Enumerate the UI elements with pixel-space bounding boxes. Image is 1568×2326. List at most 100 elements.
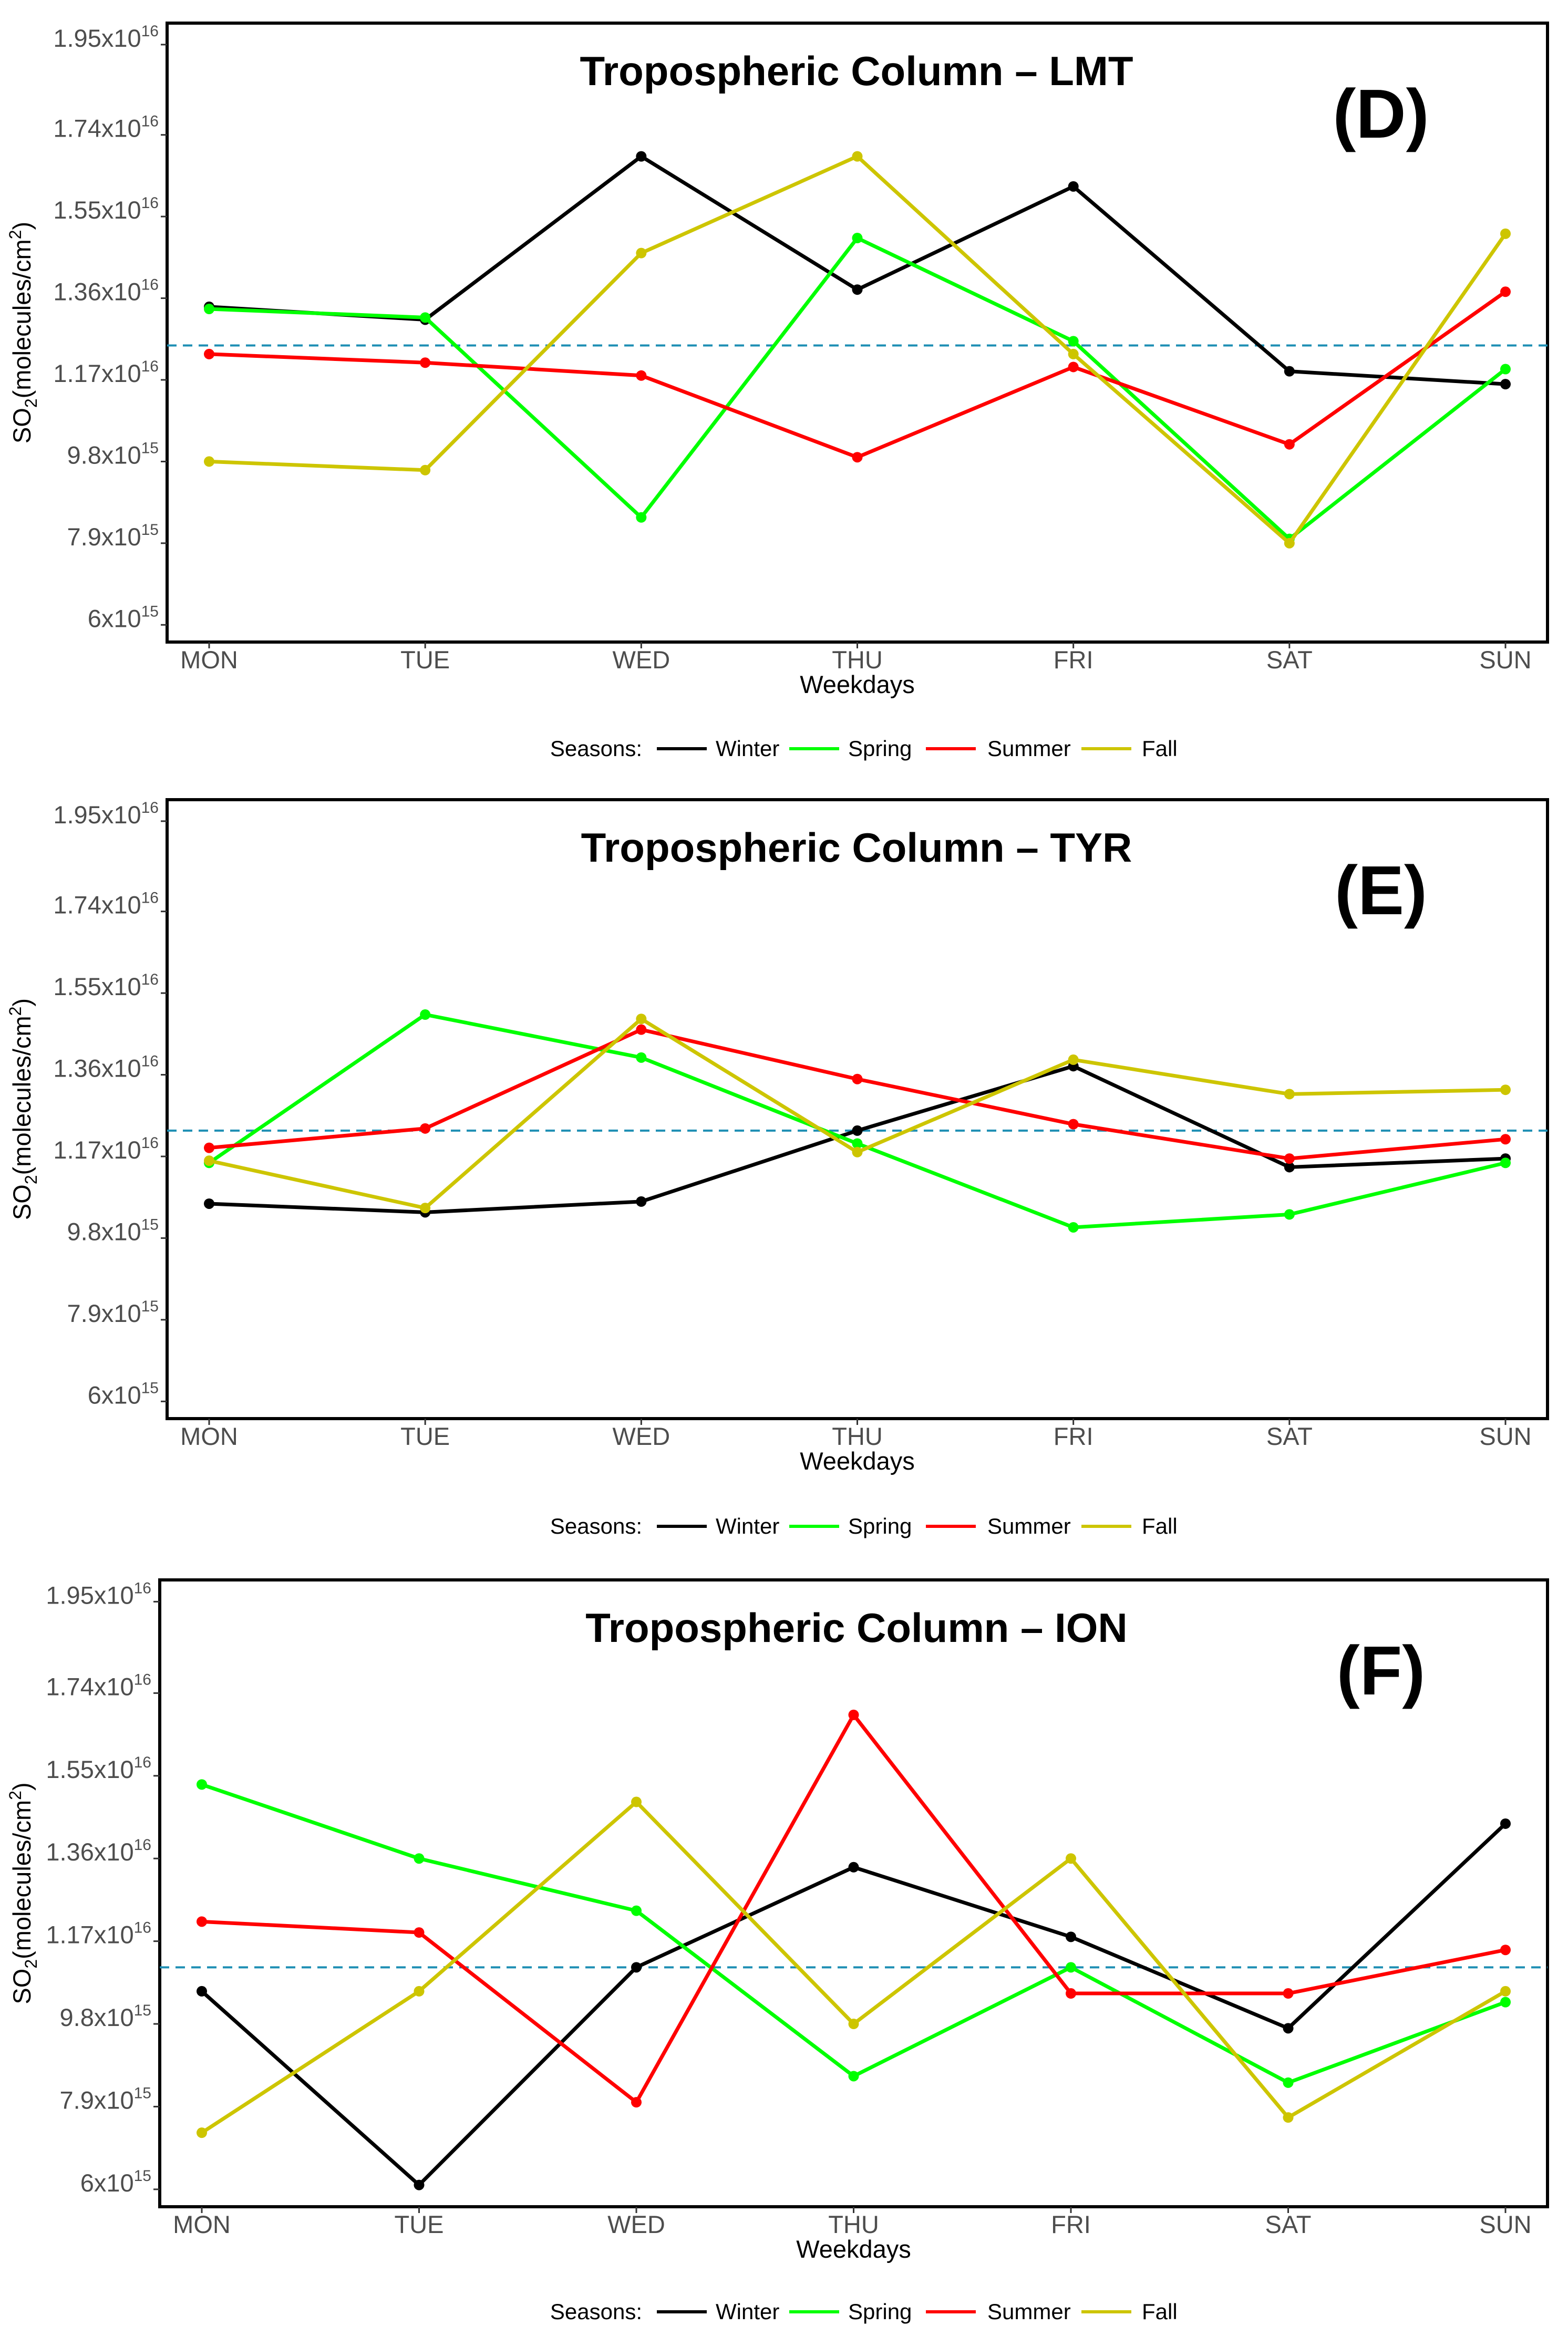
data-point-winter [197,1986,207,1997]
y-tick-label: 1.95x1016 [46,1579,151,1609]
data-point-summer [420,357,431,368]
data-point-fall [197,2127,207,2138]
x-tick-label: MON [180,646,238,674]
y-axis-title: SO2(molecules/cm2) [6,222,40,443]
data-point-fall [1066,1853,1076,1864]
y-tick-label: 1.55x1016 [46,1754,151,1783]
y-tick-label: 1.36x1016 [46,1836,151,1866]
data-point-summer [1500,286,1511,297]
data-point-fall [1500,228,1511,239]
x-tick-label: SAT [1266,1422,1313,1450]
x-tick-label: FRI [1054,1422,1094,1450]
x-tick-label: MON [173,2210,231,2238]
legend-label-winter: Winter [716,736,779,761]
data-point-winter [1284,1162,1295,1173]
data-point-spring [636,512,647,523]
legend-label-summer: Summer [987,736,1071,761]
y-tick-label: 7.9x1015 [60,2084,152,2114]
data-point-fall [1284,1089,1295,1100]
plot-frame [166,22,1549,644]
y-tick-label: 6x1015 [80,2167,151,2197]
y-tick-label: 1.74x1016 [46,1671,151,1700]
data-point-winter [1500,1818,1511,1829]
legend-title: Seasons: [550,2299,642,2324]
x-axis-title: Weekdays [800,670,915,698]
panel-label: (F) [1337,1632,1426,1709]
legend-label-spring: Spring [848,2299,912,2324]
data-point-summer [852,452,863,463]
data-point-winter [1068,181,1079,192]
x-tick-label: TUE [400,646,450,674]
data-point-winter [414,2179,425,2190]
legend-label-spring: Spring [848,1514,912,1538]
data-point-summer [420,1123,431,1134]
x-tick-label: TUE [400,1422,450,1450]
data-point-winter [1283,2023,1294,2034]
data-point-summer [1284,439,1295,450]
x-tick-label: WED [607,2210,665,2238]
data-point-summer [204,348,214,359]
y-tick-label: 9.8x1015 [60,2002,152,2031]
data-point-fall [204,456,214,467]
y-tick-label: 1.74x1016 [53,890,159,919]
data-point-spring [1500,364,1511,375]
data-point-winter [852,1125,863,1136]
y-tick-label: 1.95x1016 [53,23,159,52]
data-point-summer [852,1073,863,1084]
x-tick-label: THU [828,2210,879,2238]
data-point-spring [1500,1997,1511,2008]
x-tick-label: SUN [1479,646,1531,674]
y-tick-label: 7.9x1015 [67,521,159,551]
data-point-spring [1283,2077,1294,2088]
x-axis-title: Weekdays [796,2235,911,2263]
data-point-spring [1068,336,1079,347]
x-tick-label: WED [613,1422,670,1450]
legend-label-winter: Winter [716,2299,779,2324]
data-point-winter [848,1862,859,1873]
x-tick-label: TUE [395,2210,444,2238]
y-tick-label: 6x1015 [88,603,159,632]
y-tick-label: 1.36x1016 [53,1053,159,1082]
data-point-summer [1284,1153,1295,1164]
x-tick-label: THU [832,1422,883,1450]
data-point-winter [1066,1931,1076,1942]
chart-title: Tropospheric Column – LMT [580,48,1133,94]
data-point-summer [1066,1988,1076,1999]
data-point-spring [204,304,214,315]
data-point-summer [1500,1134,1511,1145]
data-point-summer [636,1024,647,1035]
data-point-spring [852,233,863,244]
data-point-fall [204,1155,214,1166]
y-tick-label: 9.8x1015 [67,439,159,469]
data-point-summer [1068,361,1079,373]
legend-label-spring: Spring [848,736,912,761]
y-tick-label: 1.36x1016 [53,276,159,306]
x-tick-label: WED [613,646,670,674]
data-point-fall [1068,348,1079,359]
data-point-fall [414,1986,425,1997]
plot-frame [166,798,1549,1420]
data-point-spring [1068,1222,1079,1233]
legend: Seasons: Winter Spring Summer Fall [550,2299,1178,2324]
data-point-spring [414,1853,425,1864]
data-point-fall [848,2019,859,2030]
data-point-fall [1500,1986,1511,1997]
data-point-spring [1284,1209,1295,1220]
data-point-summer [1068,1119,1079,1130]
data-point-spring [1500,1157,1511,1169]
x-tick-label: THU [832,646,883,674]
data-point-fall [420,1203,431,1214]
data-point-spring [420,312,431,323]
data-point-fall [852,151,863,162]
data-point-fall [636,247,647,259]
data-point-spring [197,1779,207,1790]
panel-label: (D) [1333,75,1429,152]
legend-label-summer: Summer [987,1514,1071,1538]
data-point-spring [848,2071,859,2082]
data-point-spring [420,1009,431,1020]
x-tick-label: SAT [1266,646,1313,674]
data-point-summer [197,1916,207,1927]
y-tick-label: 1.74x1016 [53,113,159,142]
chart-title: Tropospheric Column – ION [585,1605,1127,1651]
